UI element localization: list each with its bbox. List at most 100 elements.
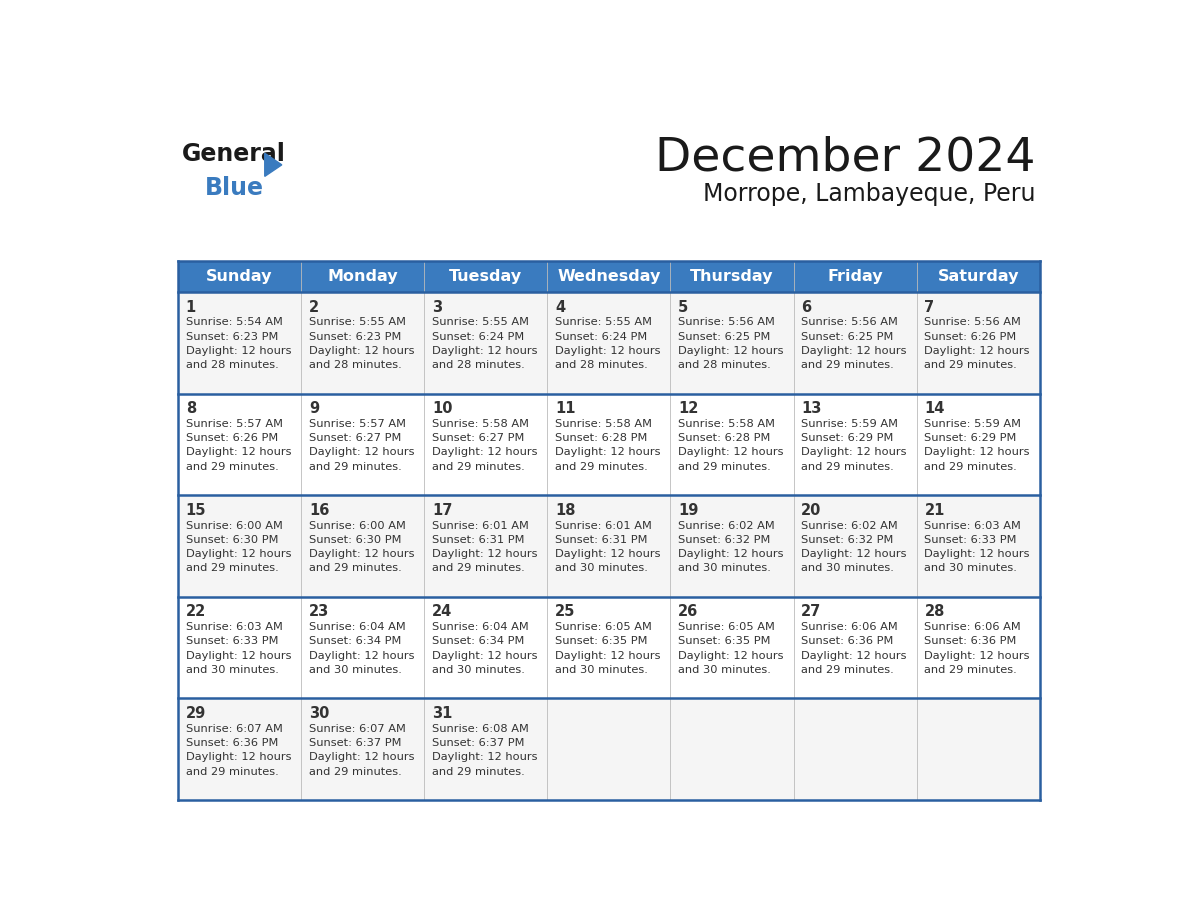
Text: Sunrise: 5:57 AM: Sunrise: 5:57 AM [309,419,406,429]
Text: Sunset: 6:33 PM: Sunset: 6:33 PM [924,535,1017,544]
Bar [178,699,1040,800]
Text: Tuesday: Tuesday [449,269,523,284]
Text: Sunrise: 6:00 AM: Sunrise: 6:00 AM [185,521,283,531]
Text: 5: 5 [678,299,688,315]
Text: Daylight: 12 hours: Daylight: 12 hours [555,346,661,356]
Text: and 29 minutes.: and 29 minutes. [432,462,525,472]
Text: and 30 minutes.: and 30 minutes. [555,665,647,675]
Text: Daylight: 12 hours: Daylight: 12 hours [555,651,661,661]
Text: Daylight: 12 hours: Daylight: 12 hours [801,549,906,559]
Text: 15: 15 [185,503,207,518]
Text: Daylight: 12 hours: Daylight: 12 hours [678,651,784,661]
Text: and 28 minutes.: and 28 minutes. [185,360,278,370]
Text: Sunrise: 6:06 AM: Sunrise: 6:06 AM [924,622,1022,633]
Text: Daylight: 12 hours: Daylight: 12 hours [432,753,537,762]
Text: General: General [182,141,285,166]
Text: Sunrise: 5:56 AM: Sunrise: 5:56 AM [801,318,898,328]
Text: Sunrise: 6:02 AM: Sunrise: 6:02 AM [678,521,775,531]
Text: 4: 4 [555,299,565,315]
Text: Sunrise: 5:58 AM: Sunrise: 5:58 AM [432,419,529,429]
Text: Sunrise: 6:02 AM: Sunrise: 6:02 AM [801,521,898,531]
Text: Sunrise: 5:59 AM: Sunrise: 5:59 AM [924,419,1022,429]
Text: Sunset: 6:34 PM: Sunset: 6:34 PM [432,636,524,646]
Text: Sunrise: 6:04 AM: Sunrise: 6:04 AM [432,622,529,633]
Text: and 29 minutes.: and 29 minutes. [924,462,1017,472]
Text: 27: 27 [801,604,822,620]
Text: Sunrise: 5:56 AM: Sunrise: 5:56 AM [924,318,1022,328]
Text: Daylight: 12 hours: Daylight: 12 hours [309,346,415,356]
Text: and 30 minutes.: and 30 minutes. [678,665,771,675]
Text: and 30 minutes.: and 30 minutes. [555,564,647,574]
Text: Daylight: 12 hours: Daylight: 12 hours [924,549,1030,559]
Text: 14: 14 [924,401,944,416]
Text: Sunrise: 6:07 AM: Sunrise: 6:07 AM [309,724,405,733]
Text: 21: 21 [924,503,944,518]
Text: 26: 26 [678,604,699,620]
Text: and 29 minutes.: and 29 minutes. [309,767,402,777]
Text: and 30 minutes.: and 30 minutes. [801,564,895,574]
Text: Sunset: 6:26 PM: Sunset: 6:26 PM [924,331,1017,341]
Text: 3: 3 [432,299,442,315]
Text: 7: 7 [924,299,935,315]
Text: Sunset: 6:29 PM: Sunset: 6:29 PM [924,433,1017,443]
Text: Sunset: 6:33 PM: Sunset: 6:33 PM [185,636,278,646]
Text: 18: 18 [555,503,575,518]
Text: Sunset: 6:25 PM: Sunset: 6:25 PM [678,331,771,341]
Text: Sunset: 6:30 PM: Sunset: 6:30 PM [185,535,278,544]
Text: Sunset: 6:35 PM: Sunset: 6:35 PM [678,636,771,646]
Text: Sunrise: 6:03 AM: Sunrise: 6:03 AM [185,622,283,633]
Text: 6: 6 [801,299,811,315]
Text: and 28 minutes.: and 28 minutes. [678,360,771,370]
Text: and 29 minutes.: and 29 minutes. [801,665,895,675]
Bar [178,261,1040,292]
Text: 19: 19 [678,503,699,518]
Text: Daylight: 12 hours: Daylight: 12 hours [309,753,415,762]
Text: Sunset: 6:31 PM: Sunset: 6:31 PM [555,535,647,544]
Text: and 30 minutes.: and 30 minutes. [185,665,278,675]
Text: and 29 minutes.: and 29 minutes. [801,360,895,370]
Text: and 29 minutes.: and 29 minutes. [555,462,647,472]
Text: 16: 16 [309,503,329,518]
Text: 8: 8 [185,401,196,416]
Text: Sunset: 6:28 PM: Sunset: 6:28 PM [678,433,771,443]
Text: Sunset: 6:27 PM: Sunset: 6:27 PM [432,433,524,443]
Bar [178,394,1040,495]
Text: 24: 24 [432,604,453,620]
Text: Saturday: Saturday [937,269,1019,284]
Text: Daylight: 12 hours: Daylight: 12 hours [185,753,291,762]
Text: and 29 minutes.: and 29 minutes. [678,462,771,472]
Text: 25: 25 [555,604,575,620]
Text: 2: 2 [309,299,318,315]
Text: Sunset: 6:34 PM: Sunset: 6:34 PM [309,636,402,646]
Text: Sunset: 6:23 PM: Sunset: 6:23 PM [309,331,402,341]
Text: Daylight: 12 hours: Daylight: 12 hours [678,447,784,457]
Text: and 30 minutes.: and 30 minutes. [678,564,771,574]
Text: Sunrise: 6:07 AM: Sunrise: 6:07 AM [185,724,283,733]
Text: and 30 minutes.: and 30 minutes. [924,564,1017,574]
Text: Daylight: 12 hours: Daylight: 12 hours [801,651,906,661]
Text: Daylight: 12 hours: Daylight: 12 hours [924,346,1030,356]
Text: Daylight: 12 hours: Daylight: 12 hours [185,651,291,661]
Text: 20: 20 [801,503,822,518]
Bar [178,495,1040,597]
Text: 13: 13 [801,401,822,416]
Text: Sunrise: 5:54 AM: Sunrise: 5:54 AM [185,318,283,328]
Bar [178,292,1040,394]
Text: Sunset: 6:36 PM: Sunset: 6:36 PM [801,636,893,646]
Text: 9: 9 [309,401,318,416]
Text: Sunrise: 5:59 AM: Sunrise: 5:59 AM [801,419,898,429]
Text: and 29 minutes.: and 29 minutes. [924,360,1017,370]
Text: 31: 31 [432,706,453,722]
Text: Sunset: 6:35 PM: Sunset: 6:35 PM [555,636,647,646]
Text: Sunrise: 5:55 AM: Sunrise: 5:55 AM [432,318,529,328]
Text: Sunrise: 6:05 AM: Sunrise: 6:05 AM [678,622,775,633]
Text: and 29 minutes.: and 29 minutes. [309,462,402,472]
Text: Sunset: 6:24 PM: Sunset: 6:24 PM [555,331,647,341]
Text: Sunrise: 5:55 AM: Sunrise: 5:55 AM [555,318,652,328]
Text: Sunset: 6:23 PM: Sunset: 6:23 PM [185,331,278,341]
Text: Sunset: 6:36 PM: Sunset: 6:36 PM [185,738,278,748]
Text: Sunset: 6:37 PM: Sunset: 6:37 PM [432,738,524,748]
Text: and 29 minutes.: and 29 minutes. [185,767,278,777]
Text: Sunrise: 5:58 AM: Sunrise: 5:58 AM [555,419,652,429]
Text: Sunrise: 6:06 AM: Sunrise: 6:06 AM [801,622,898,633]
